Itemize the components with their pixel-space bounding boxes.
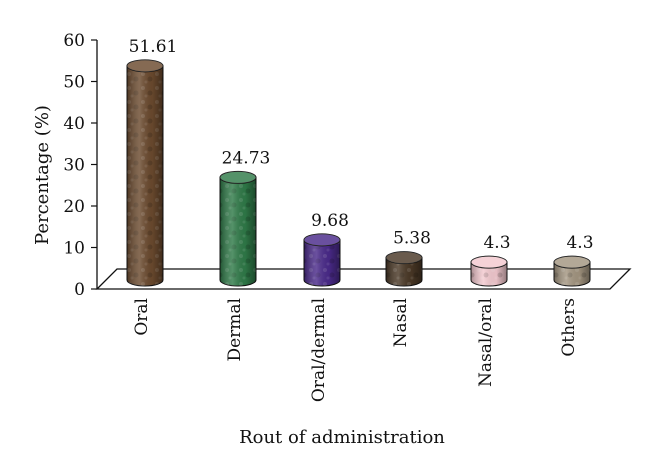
x-category-label: Dermal [225, 298, 245, 362]
bar-value-label: 4.3 [483, 233, 510, 253]
bar-top-highlight [386, 251, 422, 264]
bar-oral [126, 59, 164, 287]
bar-shading [386, 257, 422, 286]
bar-value-label: 5.38 [393, 229, 431, 249]
bar-top-highlight [127, 59, 163, 72]
x-category-label: Nasal [391, 298, 411, 347]
floor-plane [95, 268, 632, 290]
bar-top [385, 251, 423, 265]
bar-top-highlight [220, 171, 256, 184]
bar-value-label: 24.73 [222, 148, 271, 168]
bar-dermal [219, 170, 257, 287]
y-tick-label: 40 [63, 114, 85, 134]
bar-nasal [385, 251, 423, 287]
bar-top [553, 255, 591, 269]
y-tick-label: 30 [63, 156, 85, 176]
y-tick-label: 0 [74, 280, 85, 300]
x-category-label: Nasal/oral [476, 298, 496, 387]
bar-top [303, 233, 341, 247]
bar-oral-dermal [303, 233, 341, 287]
y-tick-label: 50 [63, 73, 85, 93]
bar-shading [471, 262, 507, 286]
bar-nasal-oral [470, 255, 508, 287]
y-axis-title: Percentage (%) [32, 105, 53, 245]
bar-top-highlight [471, 256, 507, 269]
bar-shading [304, 239, 340, 286]
bar-top-highlight [554, 256, 590, 269]
bar-shading [554, 262, 590, 286]
x-axis-title: Rout of administration [239, 427, 445, 448]
y-tick-label: 10 [63, 239, 85, 259]
y-tick-label: 60 [63, 31, 85, 51]
bar-value-label: 4.3 [566, 233, 593, 253]
bar-top [470, 255, 508, 269]
bar-shading [220, 177, 256, 286]
bar-shading [127, 65, 163, 286]
x-axis-labels: Oral Dermal Oral/dermal Nasal Nasal/oral Othe… [132, 298, 579, 402]
bar-others [553, 255, 591, 287]
chart-floor [95, 268, 632, 290]
x-category-label: Others [559, 298, 579, 357]
x-category-label: Oral [132, 298, 152, 336]
y-axis: 0 10 20 30 40 50 60 [63, 31, 98, 300]
bar-top [219, 170, 257, 184]
bar-value-label: 9.68 [311, 211, 349, 231]
y-tick-label: 20 [63, 197, 85, 217]
bar-value-label: 51.61 [129, 37, 178, 57]
bar-top-highlight [304, 233, 340, 246]
bars-group: 51.61 24.73 9.68 5.38 4.3 4.3 [126, 37, 594, 287]
bar-top [126, 59, 164, 73]
x-category-label: Oral/dermal [309, 298, 329, 402]
